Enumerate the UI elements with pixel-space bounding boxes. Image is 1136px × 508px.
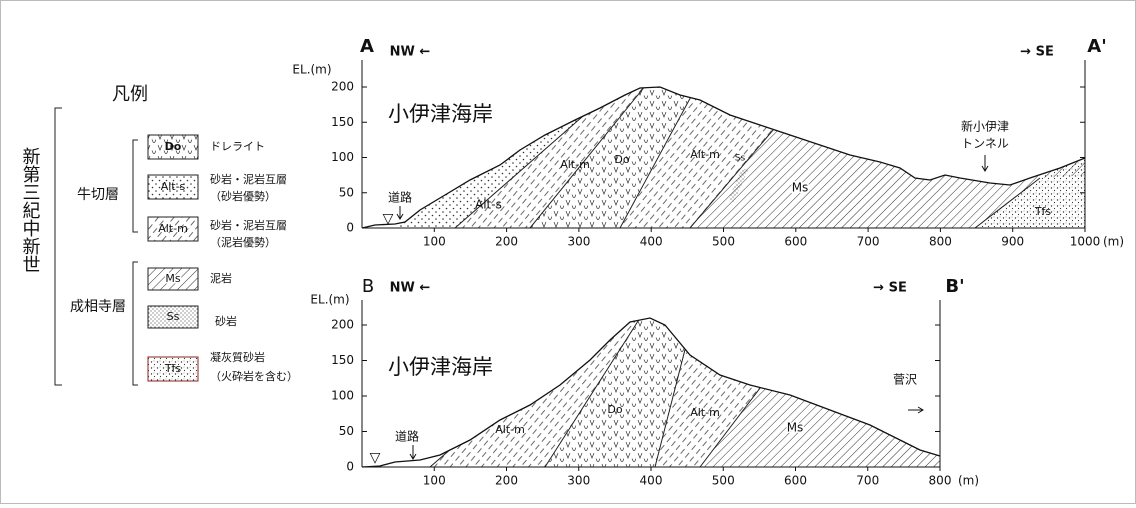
swatch-symbol: Ss xyxy=(167,310,180,323)
section-id: B' xyxy=(945,276,964,297)
arrow xyxy=(396,206,404,220)
sea-level: ▽ xyxy=(383,211,394,227)
x-unit: (m) xyxy=(1103,235,1124,249)
swatch-symbol: Alt-m xyxy=(158,222,188,235)
unit-label: Alt-m xyxy=(690,148,720,161)
x-tick-label: 800 xyxy=(929,235,952,249)
x-tick-label: 100 xyxy=(423,474,446,488)
unit-label: Alt-m xyxy=(560,158,590,171)
arrow xyxy=(981,155,989,172)
legend: 凡例 新第三紀中新世 牛切層 成相寺層 Do ドレライト Alt-s 砂岩・泥岩… xyxy=(20,84,298,386)
group-name: 牛切層 xyxy=(77,187,119,203)
direction: → SE xyxy=(873,281,907,296)
x-tick-label: 300 xyxy=(567,474,590,488)
y-tick-label: 0 xyxy=(346,460,354,474)
bracket xyxy=(132,139,138,233)
x-tick-label: 900 xyxy=(1001,235,1024,249)
swatch-symbol: Alt-s xyxy=(161,180,186,193)
x-tick-label: 200 xyxy=(495,474,518,488)
legend-swatch xyxy=(147,134,199,160)
tunnel-label: トンネル xyxy=(961,137,1009,151)
legend-swatch xyxy=(147,267,199,291)
bracket xyxy=(132,261,138,386)
legend-label: 砂岩 xyxy=(215,314,237,328)
y-tick-label: 200 xyxy=(331,80,354,94)
unit-label: Ms xyxy=(787,421,804,435)
legend-label: 凝灰質砂岩 xyxy=(210,350,265,364)
section-id: B xyxy=(362,276,374,297)
unit-label: Do xyxy=(607,403,622,416)
swatch-symbol: Tfs xyxy=(164,362,182,375)
section-id: A' xyxy=(1087,36,1106,57)
x-tick-label: 400 xyxy=(640,474,663,488)
section-a: A NW ← → SE A' EL.(m) (m) 小伊津海岸 ▽ 道路 Alt… xyxy=(292,36,1124,249)
unit-label: Do xyxy=(614,153,629,166)
y-tick-label: 100 xyxy=(331,389,354,403)
legend-note: （砂岩優勢） xyxy=(210,189,276,203)
x-tick-label: 800 xyxy=(929,474,952,488)
bracket xyxy=(54,107,62,386)
unit-label: Ss xyxy=(735,154,746,164)
legend-note: （泥岩優勢） xyxy=(210,235,276,249)
legend-note: （火砕岩を含む） xyxy=(210,369,298,383)
place-name: 小伊津海岸 xyxy=(388,355,493,379)
y-tick-label: 50 xyxy=(339,185,354,199)
direction: → SE xyxy=(1020,45,1054,60)
y-tick-label: 150 xyxy=(331,115,354,129)
y-axis-label: EL.(m) xyxy=(310,293,349,307)
road-label: 道路 xyxy=(395,429,419,444)
arrow xyxy=(409,445,417,460)
legend-swatch xyxy=(147,174,199,200)
unit-label: Alt-m xyxy=(690,406,720,419)
direction: NW ← xyxy=(390,281,431,296)
arrow xyxy=(908,406,924,414)
direction: NW ← xyxy=(390,45,431,60)
legend-title: 凡例 xyxy=(112,84,148,105)
section-b: B NW ← → SE B' EL.(m) (m) 小伊津海岸 ▽ 道路 Alt… xyxy=(310,276,979,488)
y-tick-label: 100 xyxy=(331,150,354,164)
legend-swatch xyxy=(147,216,199,242)
terrain xyxy=(361,86,1086,229)
x-tick-label: 100 xyxy=(423,235,446,249)
legend-label: ドレライト xyxy=(210,140,265,153)
x-tick-label: 700 xyxy=(857,235,880,249)
swatch-symbol: Do xyxy=(165,140,182,153)
x-tick-label: 500 xyxy=(712,235,735,249)
sea-level: ▽ xyxy=(370,450,381,466)
y-axis-label: EL.(m) xyxy=(292,63,331,77)
legend-swatch xyxy=(147,305,199,329)
y-tick-label: 0 xyxy=(346,221,354,235)
legend-swatch xyxy=(147,356,199,382)
group-name: 成相寺層 xyxy=(70,299,126,315)
legend-label: 砂岩・泥岩互層 xyxy=(210,218,287,232)
tunnel-label: 新小伊津 xyxy=(961,119,1009,134)
y-tick-label: 200 xyxy=(331,318,354,332)
x-tick-label: 200 xyxy=(495,235,518,249)
x-tick-label: 1000 xyxy=(1070,235,1101,249)
unit-label: Tfs xyxy=(1034,205,1052,218)
legend-label: 泥岩 xyxy=(210,271,232,285)
x-tick-label: 700 xyxy=(856,474,879,488)
era: 新第三紀中新世 xyxy=(20,147,41,273)
x-tick-label: 600 xyxy=(784,235,807,249)
x-tick-label: 500 xyxy=(712,474,735,488)
x-unit: (m) xyxy=(958,474,979,488)
unit-label: Alt-s xyxy=(475,198,502,212)
destination-label: 菅沢 xyxy=(893,373,917,387)
unit-label: Ms xyxy=(792,181,809,195)
unit-label: Alt-m xyxy=(495,423,525,436)
y-tick-label: 150 xyxy=(331,353,354,367)
x-tick-label: 600 xyxy=(784,474,807,488)
legend-label: 砂岩・泥岩互層 xyxy=(210,172,287,186)
y-tick-label: 50 xyxy=(339,424,354,438)
x-tick-label: 400 xyxy=(640,235,663,249)
swatch-symbol: Ms xyxy=(165,272,180,285)
x-tick-label: 300 xyxy=(567,235,590,249)
terrain xyxy=(361,317,941,468)
place-name: 小伊津海岸 xyxy=(388,102,493,126)
road-label: 道路 xyxy=(388,190,412,205)
section-id: A xyxy=(360,36,374,57)
